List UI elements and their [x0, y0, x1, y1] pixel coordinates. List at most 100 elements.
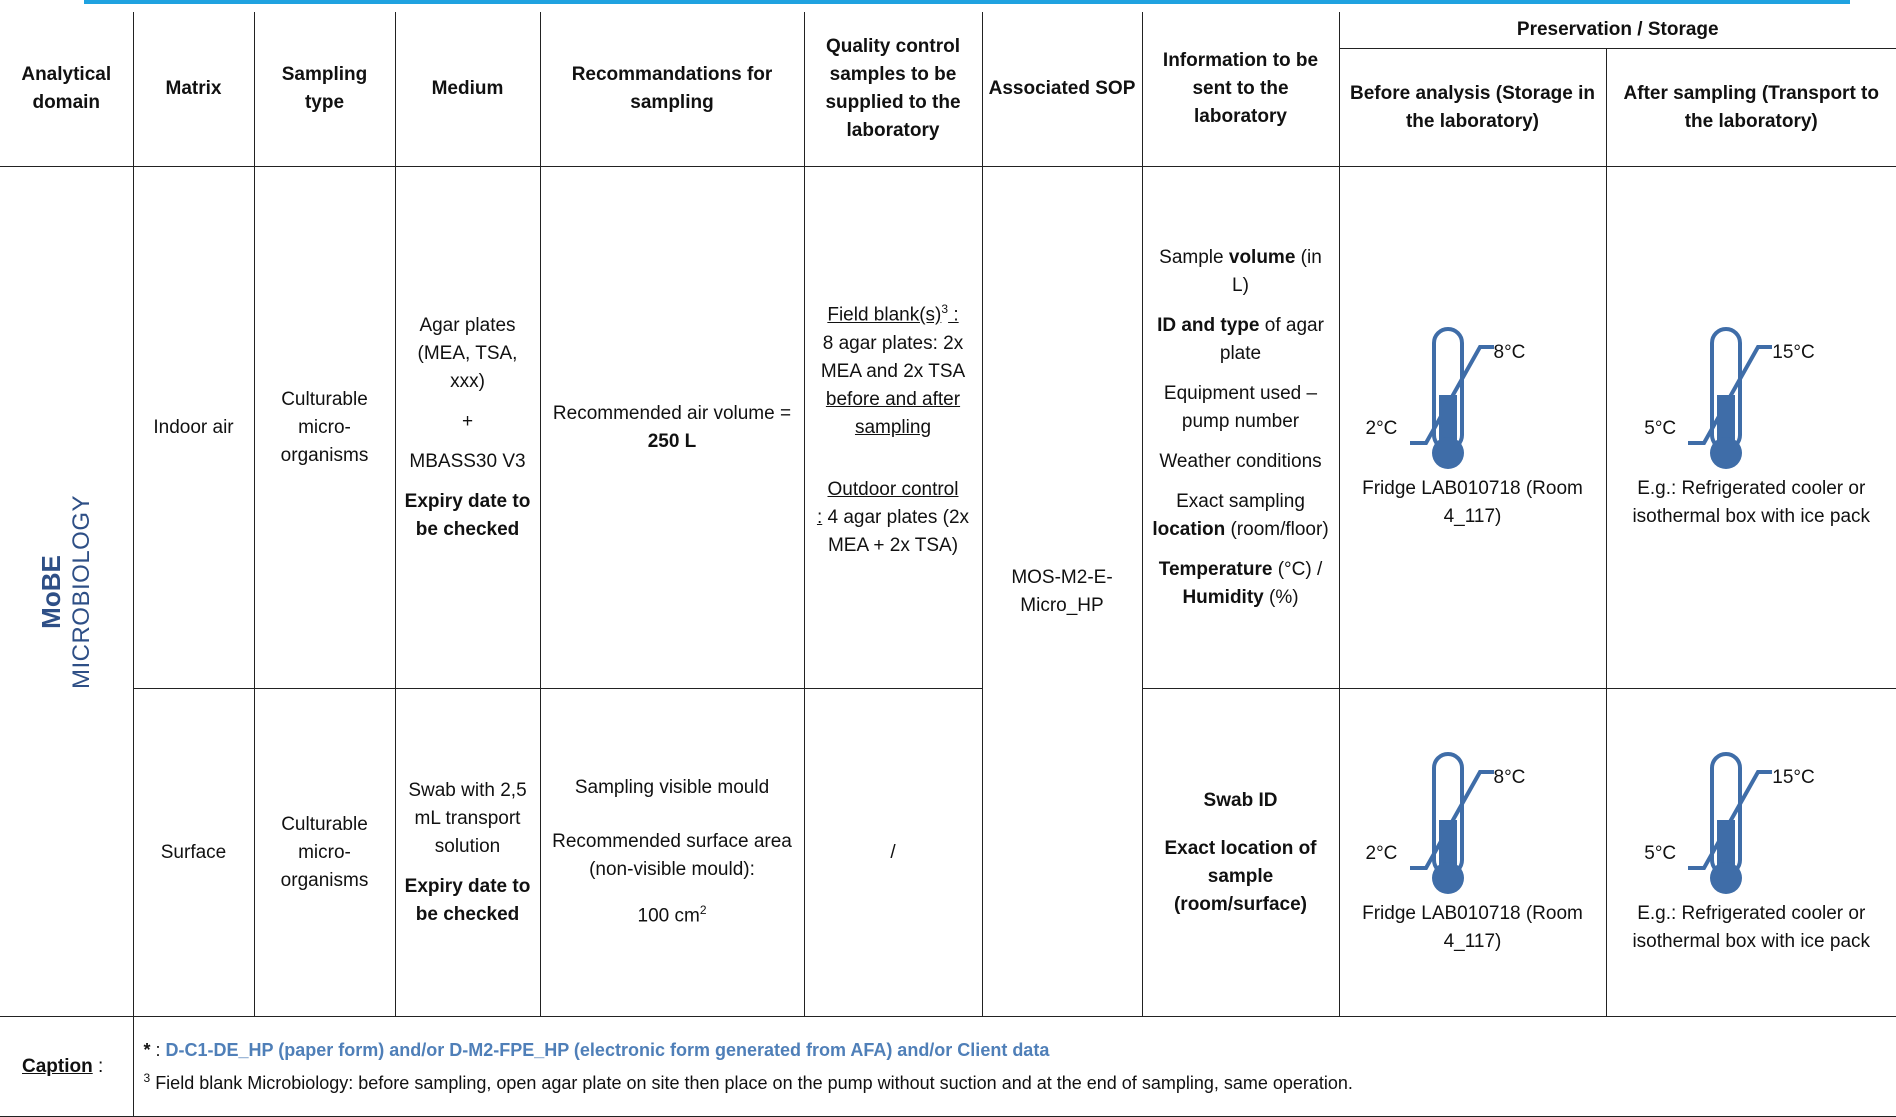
- matrix-cell: Indoor air: [132, 166, 255, 689]
- header-qc-samples: Quality control samples to be supplied t…: [803, 12, 983, 167]
- recommendation-unit-sup: 2: [699, 903, 707, 918]
- caption-label-cell: Caption :: [0, 1016, 134, 1117]
- thermometer-icon: [1409, 326, 1494, 469]
- temp-min-label: 5°C: [1644, 417, 1677, 439]
- field-blank-colon: :: [948, 304, 959, 326]
- caption-star-sep: :: [150, 1040, 166, 1060]
- domain-title: MoBE: [36, 554, 67, 629]
- info-text: Equipment used – pump number: [1163, 382, 1318, 432]
- info-text: (in L): [1232, 246, 1322, 296]
- field-blank-when: before and after sampling: [825, 388, 961, 438]
- field-blank-label: Field blank(s): [827, 304, 942, 326]
- header-recommendations: Recommandations for sampling: [539, 12, 805, 167]
- medium-plus: +: [461, 410, 474, 432]
- info-text-bold: Exact location of sample (room/surface): [1164, 837, 1317, 915]
- field-blank-text: 8 agar plates: 2x MEA and 2x TSA: [820, 332, 966, 382]
- info-text: (%): [1263, 586, 1299, 608]
- info-text-bold: Swab ID: [1203, 789, 1278, 811]
- after-sampling-cell: 5°C 15°C E.g.: Refrigerated cooler or is…: [1605, 166, 1896, 689]
- sampling-table: Analytical domain Matrix Sampling type M…: [0, 12, 1896, 1117]
- temp-max-label: 15°C: [1772, 766, 1815, 788]
- expiry-note: Expiry date to be checked: [404, 490, 531, 540]
- transport-text: E.g.: Refrigerated cooler or isothermal …: [1632, 902, 1871, 952]
- storage-text: Fridge LAB010718 (Room 4_117): [1362, 477, 1583, 527]
- medium-cell: Swab with 2,5 mL transport solution Expi…: [394, 688, 541, 1017]
- thermometer-icon: [1688, 751, 1773, 894]
- sampling-type-cell: Culturable micro-organisms: [253, 688, 396, 1017]
- header-sampling-type: Sampling type: [253, 12, 396, 167]
- info-text: (room/floor): [1225, 518, 1329, 540]
- top-accent-bar: [84, 0, 1850, 4]
- expiry-note: Expiry date to be checked: [404, 875, 531, 925]
- qc-cell: Field blank(s)3 : 8 agar plates: 2x MEA …: [803, 166, 983, 689]
- after-sampling-cell: 5°C 15°C E.g.: Refrigerated cooler or is…: [1605, 688, 1896, 1017]
- transport-text: E.g.: Refrigerated cooler or isothermal …: [1632, 477, 1871, 527]
- medium-line: Agar plates (MEA, TSA, xxx): [417, 314, 518, 392]
- temp-max-label: 8°C: [1493, 341, 1526, 363]
- recommendation-cell: Recommended air volume = 250 L: [539, 166, 805, 689]
- field-blank-footnote: 3: [941, 302, 949, 317]
- thermometer-graphic: 2°C 8°C: [1348, 325, 1598, 475]
- before-analysis-cell: 2°C 8°C Fridge LAB010718 (Room 4_117): [1338, 688, 1607, 1017]
- medium-line: MBASS30 V3: [409, 450, 526, 472]
- recommendation-value: 250 L: [647, 430, 697, 452]
- thermometer-icon: [1409, 751, 1494, 894]
- analytical-domain-cell: MoBE MICROBIOLOGY: [0, 166, 134, 1017]
- header-associated-sop: Associated SOP: [981, 12, 1143, 167]
- qc-cell: /: [803, 688, 983, 1017]
- temp-min-label: 2°C: [1365, 842, 1398, 864]
- storage-text: Fridge LAB010718 (Room 4_117): [1362, 902, 1583, 952]
- info-text-bold: volume: [1228, 246, 1296, 268]
- sop-cell: MOS-M2-E-Micro_HP: [981, 166, 1143, 1017]
- info-text-bold: ID and type: [1157, 314, 1260, 336]
- thermometer-graphic: 5°C 15°C: [1626, 750, 1876, 900]
- temp-max-label: 8°C: [1493, 766, 1526, 788]
- info-text: (°C) /: [1272, 558, 1323, 580]
- before-analysis-cell: 2°C 8°C Fridge LAB010718 (Room 4_117): [1338, 166, 1607, 689]
- caption-star: *: [143, 1040, 151, 1060]
- medium-cell: Agar plates (MEA, TSA, xxx) + MBASS30 V3…: [394, 166, 541, 689]
- header-matrix: Matrix: [132, 12, 255, 167]
- info-text: Exact sampling: [1176, 490, 1305, 512]
- table-row: Surface Culturable micro-organisms Swab …: [0, 688, 1896, 1017]
- caption-footnote-number: 3: [143, 1071, 151, 1085]
- header-preservation: Preservation / Storage: [1338, 12, 1896, 49]
- matrix-cell: Surface: [132, 688, 255, 1017]
- caption-colon: :: [92, 1055, 104, 1077]
- caption-footnote-text: Field blank Microbiology: before samplin…: [150, 1073, 1353, 1093]
- table-row: MoBE MICROBIOLOGY Indoor air Culturable …: [0, 166, 1896, 1017]
- info-text-bold: Temperature: [1158, 558, 1273, 580]
- info-text: Weather conditions: [1159, 450, 1322, 472]
- outdoor-control-colon: :: [816, 506, 823, 528]
- header-medium: Medium: [394, 12, 541, 167]
- header-analytical-domain: Analytical domain: [0, 12, 134, 167]
- domain-subtitle: MICROBIOLOGY: [68, 494, 96, 689]
- temp-min-label: 2°C: [1365, 417, 1398, 439]
- thermometer-icon: [1688, 326, 1773, 469]
- medium-line: Swab with 2,5 mL transport solution: [408, 779, 527, 857]
- thermometer-graphic: 2°C 8°C: [1348, 750, 1598, 900]
- info-text-bold: Humidity: [1182, 586, 1264, 608]
- outdoor-control-label: Outdoor control: [827, 478, 959, 500]
- info-text: of agar plate: [1219, 314, 1324, 364]
- header-before-analysis: Before analysis (Storage in the laborato…: [1338, 48, 1607, 167]
- sampling-type-cell: Culturable micro-organisms: [253, 166, 396, 689]
- info-text-bold: location: [1152, 518, 1226, 540]
- outdoor-control-text: 4 agar plates (2x MEA + 2x TSA): [822, 506, 970, 556]
- caption-label: Caption: [22, 1055, 93, 1077]
- recommendation-cell: Sampling visible mould Recommended surfa…: [539, 688, 805, 1017]
- caption-reference: D-C1-DE_HP (paper form) and/or D-M2-FPE_…: [165, 1040, 1050, 1060]
- temp-min-label: 5°C: [1644, 842, 1677, 864]
- recommendation-text: Recommended air volume =: [552, 402, 792, 424]
- info-cell: Sample volume (in L) ID and type of agar…: [1141, 166, 1340, 689]
- recommendation-value: 100 cm: [637, 905, 700, 927]
- temp-max-label: 15°C: [1772, 341, 1815, 363]
- thermometer-graphic: 5°C 15°C: [1626, 325, 1876, 475]
- info-cell: Swab ID Exact location of sample (room/s…: [1141, 688, 1340, 1017]
- recommendation-text: Sampling visible mould: [574, 777, 770, 799]
- caption-body: * : D-C1-DE_HP (paper form) and/or D-M2-…: [132, 1016, 1896, 1117]
- caption-row: Caption : * : D-C1-DE_HP (paper form) an…: [0, 1016, 1896, 1117]
- header-information: Information to be sent to the laboratory: [1141, 12, 1340, 167]
- info-text: Sample: [1159, 246, 1229, 268]
- recommendation-text: Recommended surface area (non-visible mo…: [552, 831, 792, 881]
